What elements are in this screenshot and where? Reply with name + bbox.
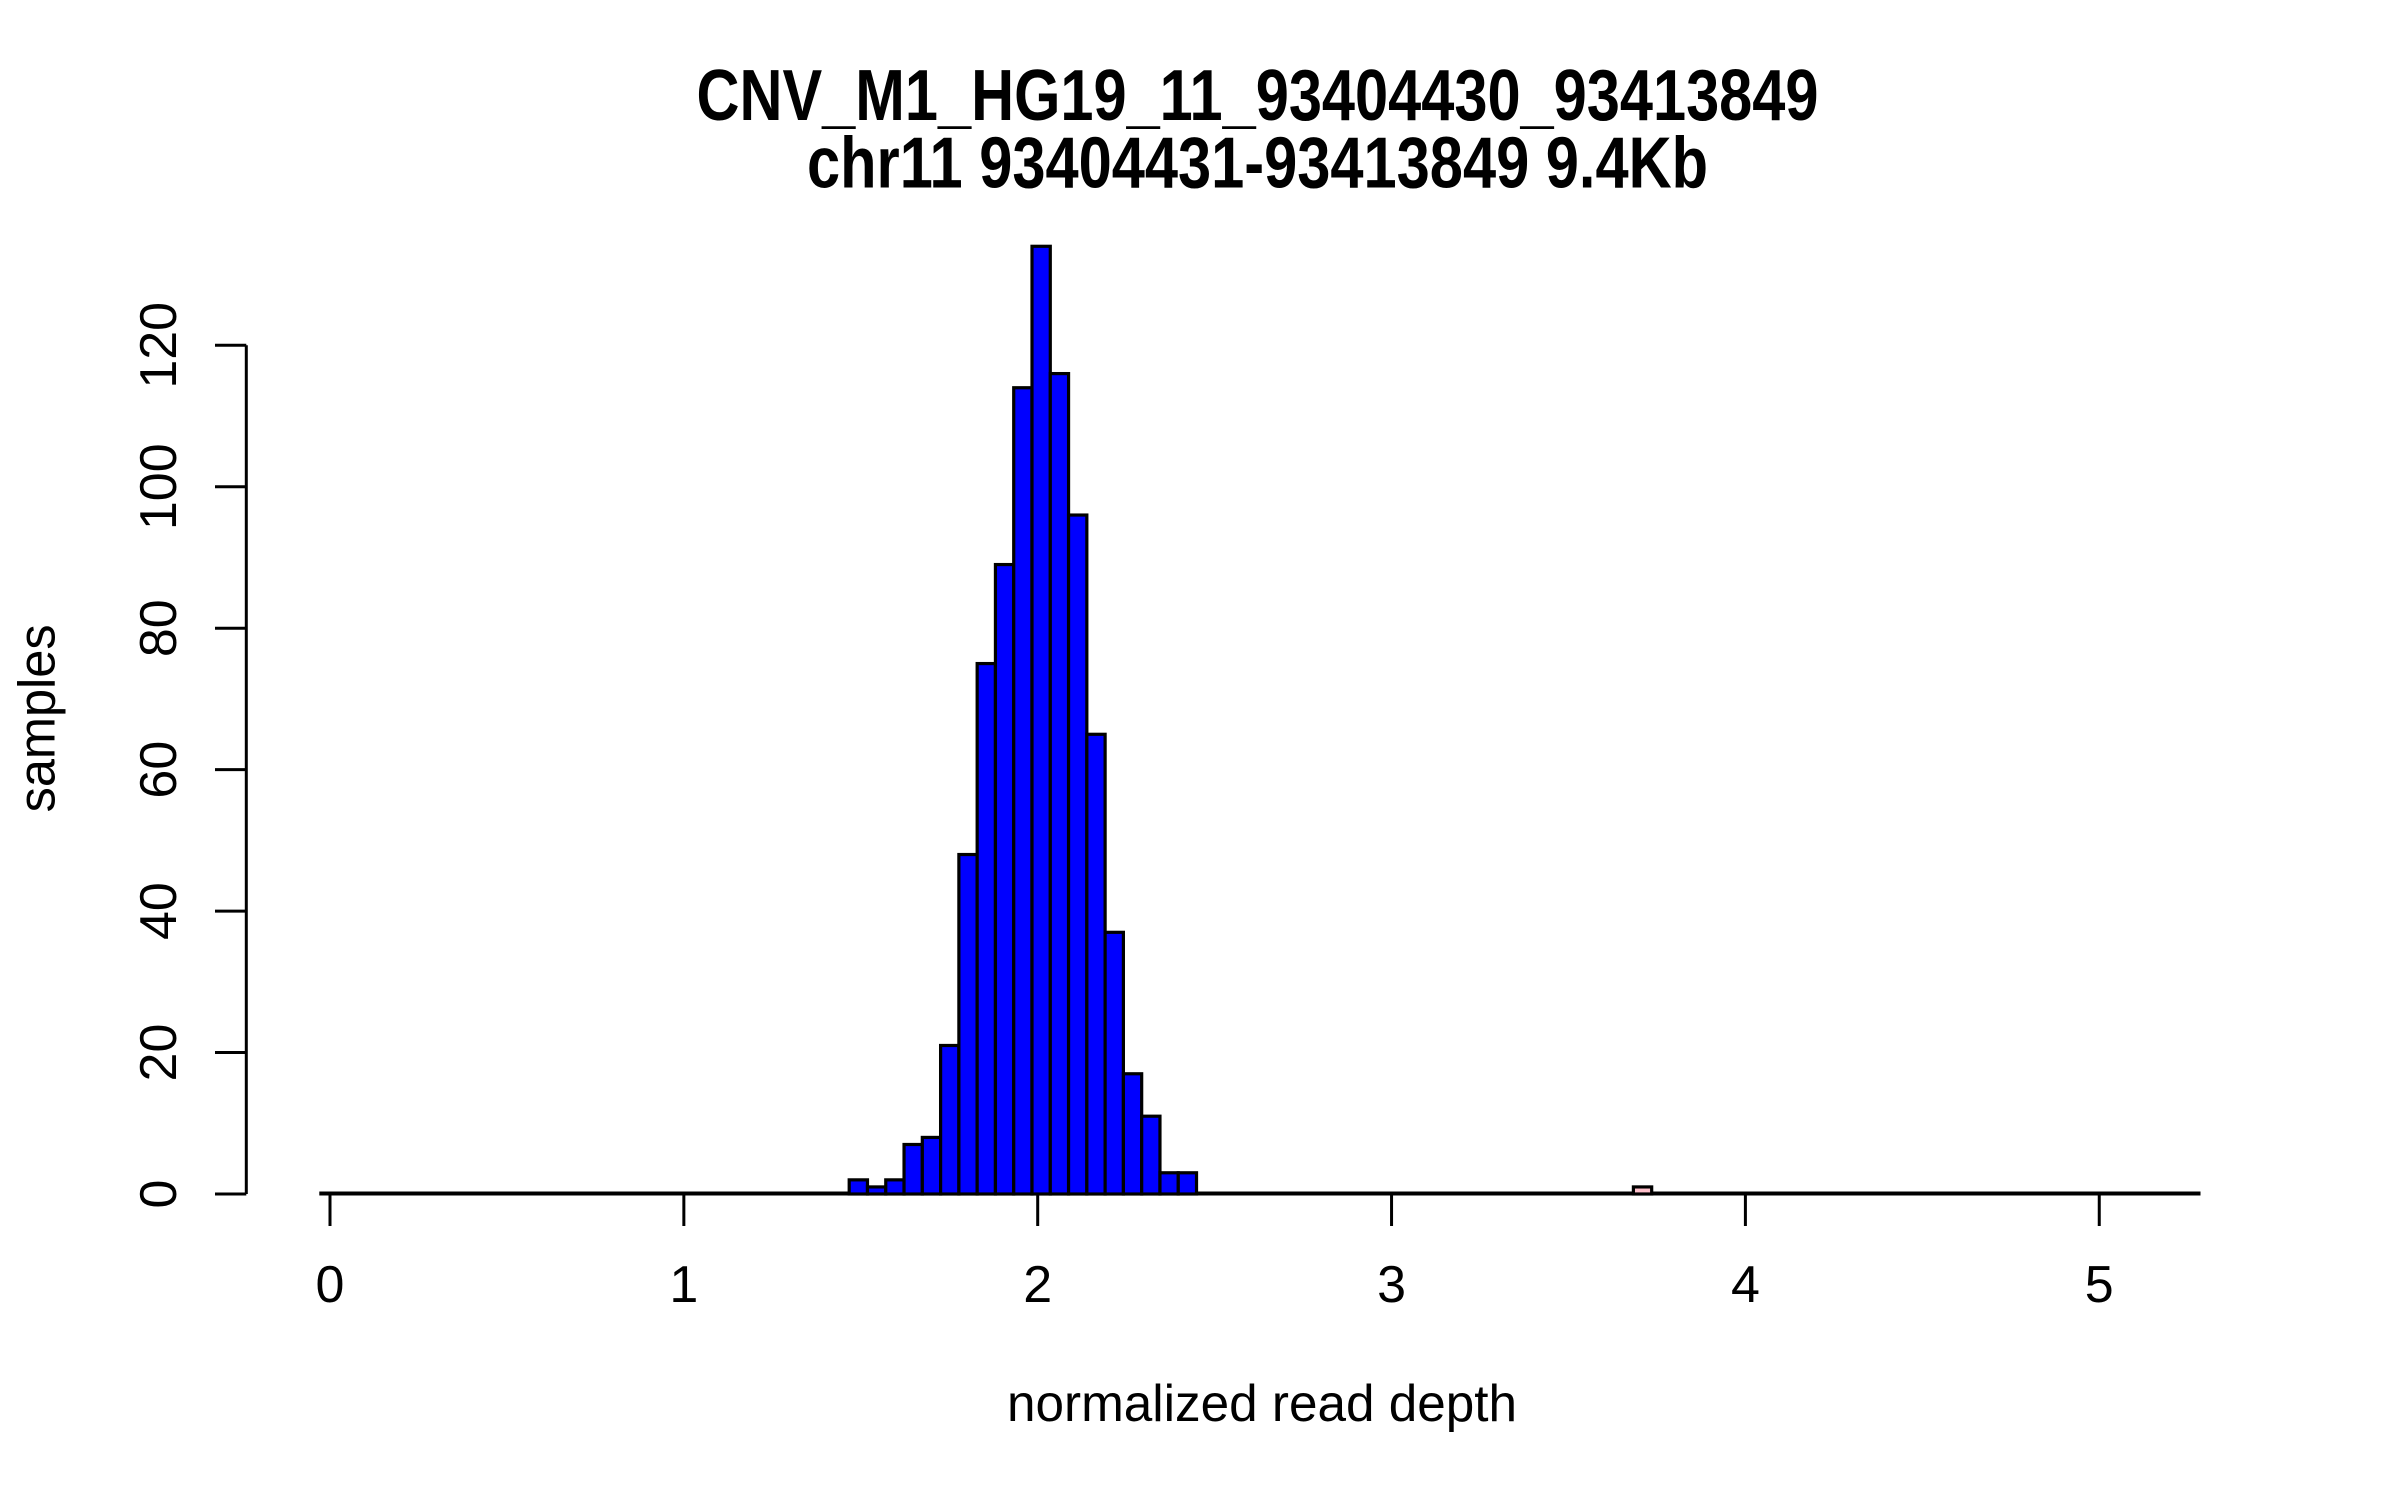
- svg-text:3: 3: [1377, 1256, 1406, 1314]
- svg-text:CNV_M1_HG19_11_93404430_934138: CNV_M1_HG19_11_93404430_93413849: [697, 56, 1819, 136]
- svg-text:normalized read depth: normalized read depth: [1007, 1375, 1517, 1433]
- svg-text:2: 2: [1023, 1256, 1052, 1314]
- svg-text:40: 40: [130, 882, 188, 940]
- svg-text:0: 0: [130, 1180, 188, 1209]
- svg-text:60: 60: [130, 741, 188, 799]
- svg-text:20: 20: [130, 1024, 188, 1082]
- svg-text:5: 5: [2085, 1256, 2114, 1314]
- svg-text:0: 0: [316, 1256, 345, 1314]
- svg-text:chr11 93404431-93413849 9.4Kb: chr11 93404431-93413849 9.4Kb: [807, 124, 1708, 204]
- svg-text:samples: samples: [9, 624, 67, 812]
- svg-text:80: 80: [130, 599, 188, 657]
- svg-text:100: 100: [130, 443, 188, 530]
- svg-text:4: 4: [1731, 1256, 1760, 1314]
- svg-text:1: 1: [669, 1256, 698, 1314]
- svg-text:120: 120: [130, 302, 188, 389]
